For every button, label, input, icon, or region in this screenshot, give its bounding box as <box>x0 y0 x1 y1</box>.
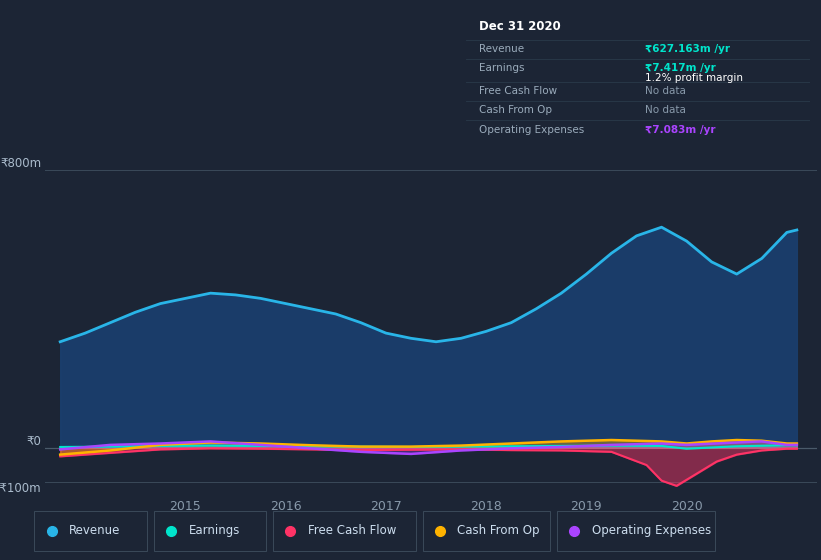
Text: ₹0: ₹0 <box>26 435 41 447</box>
Text: 1.2% profit margin: 1.2% profit margin <box>644 73 743 83</box>
Text: Cash From Op: Cash From Op <box>457 524 540 537</box>
Text: Earnings: Earnings <box>479 63 525 73</box>
Text: Operating Expenses: Operating Expenses <box>592 524 711 537</box>
Text: ₹800m: ₹800m <box>0 157 41 170</box>
Text: ₹627.163m /yr: ₹627.163m /yr <box>644 44 730 54</box>
Text: Earnings: Earnings <box>189 524 240 537</box>
Text: Cash From Op: Cash From Op <box>479 105 553 115</box>
Text: No data: No data <box>644 86 686 96</box>
Text: ₹7.083m /yr: ₹7.083m /yr <box>644 125 715 134</box>
Text: Revenue: Revenue <box>479 44 525 54</box>
Text: Dec 31 2020: Dec 31 2020 <box>479 20 561 34</box>
Text: Free Cash Flow: Free Cash Flow <box>308 524 397 537</box>
Text: Free Cash Flow: Free Cash Flow <box>479 86 557 96</box>
Text: Revenue: Revenue <box>69 524 121 537</box>
Text: -₹100m: -₹100m <box>0 482 41 496</box>
Text: No data: No data <box>644 105 686 115</box>
Text: ₹7.417m /yr: ₹7.417m /yr <box>644 63 716 73</box>
Text: Operating Expenses: Operating Expenses <box>479 125 585 134</box>
